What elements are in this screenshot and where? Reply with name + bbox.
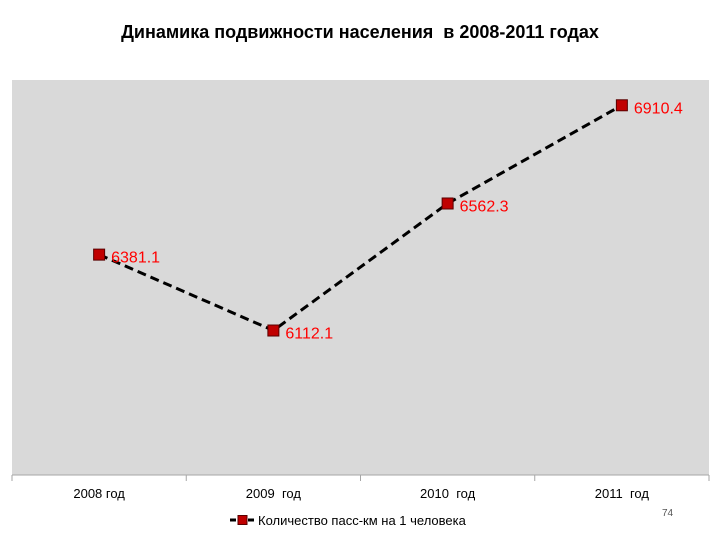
data-point-marker — [93, 248, 106, 261]
x-axis: 2008 год 2009 год 2010 год 2011 год — [11, 474, 710, 501]
x-tick-label: 2010 год — [420, 486, 476, 501]
chart-title: Динамика подвижности населения в 2008-20… — [121, 22, 599, 42]
data-label: 6562.3 — [460, 198, 509, 215]
data-point-marker — [267, 324, 280, 337]
data-labels: 6381.1 6112.1 6562.3 6910.4 — [111, 100, 683, 342]
series-layer — [93, 99, 628, 337]
page-number: 74 — [662, 508, 674, 519]
legend-label: Количество пасс-км на 1 человека — [258, 513, 467, 528]
x-tick-label: 2009 год — [246, 486, 302, 501]
plot-area — [12, 80, 709, 475]
legend: Количество пасс-км на 1 человека — [230, 513, 467, 528]
data-label: 6381.1 — [111, 250, 160, 267]
data-point-marker — [441, 197, 454, 210]
data-point-marker — [615, 99, 628, 112]
legend-marker-icon — [237, 515, 248, 525]
data-label: 6112.1 — [285, 326, 333, 343]
series-line — [98, 103, 623, 333]
data-label: 6910.4 — [634, 100, 683, 117]
x-tick-label: 2011 год — [595, 486, 650, 501]
x-tick-label: 2008 год — [73, 486, 125, 501]
